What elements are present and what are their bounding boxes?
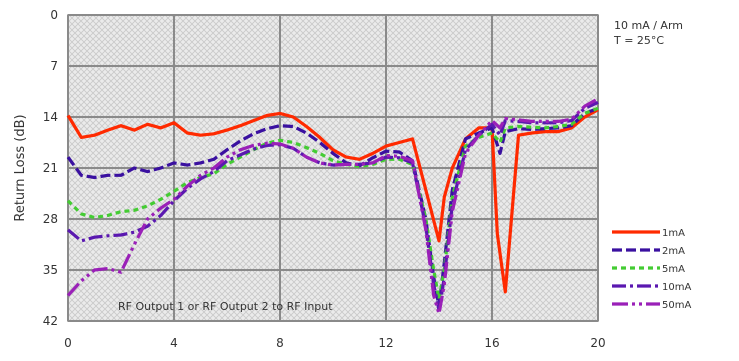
- x-tick-label-2: 8: [276, 336, 284, 350]
- y-tick-label-2: 14: [43, 110, 58, 124]
- legend-label-2mA: 2mA: [662, 246, 685, 257]
- series-line-50mA: [66, 97, 599, 316]
- chart-annotation: RF Output 1 or RF Output 2 to RF Input: [118, 300, 333, 313]
- legend-label-5mA: 5mA: [662, 264, 685, 275]
- x-tick-label-3: 12: [378, 336, 393, 350]
- y-tick-label-0: 0: [50, 8, 58, 22]
- x-tick-label-0: 0: [64, 336, 72, 350]
- series-line-2mA: [66, 106, 599, 308]
- y-tick-label-4: 28: [43, 212, 58, 226]
- y-tick-label-6: 42: [43, 314, 58, 328]
- series-line-1mA: [66, 108, 599, 294]
- y-tick-label-3: 21: [43, 161, 58, 175]
- legend-label-50mA: 50mA: [662, 300, 691, 311]
- x-tick-label-1: 4: [170, 336, 178, 350]
- x-tick-label-5: 20: [590, 336, 605, 350]
- series-lines: [66, 97, 599, 316]
- legend-label-1mA: 1mA: [662, 228, 685, 239]
- y-tick-label-1: 7: [50, 59, 58, 73]
- series-line-5mA: [66, 106, 599, 301]
- y-axis-label: Return Loss (dB): [13, 114, 28, 221]
- conditions-note-1: 10 mA / Arm: [614, 19, 683, 32]
- x-tick-label-4: 16: [484, 336, 499, 350]
- legend-label-10mA: 10mA: [662, 282, 691, 293]
- x-axis-ticks: 0 4 8 12 16 20: [64, 336, 605, 350]
- legend: 1mA 2mA 5mA 10mA 50mA: [612, 228, 691, 311]
- conditions-note-2: T = 25°C: [613, 34, 664, 47]
- y-tick-label-5: 35: [43, 263, 58, 277]
- y-axis-ticks: 0 7 14 21 28 35 42: [43, 8, 58, 328]
